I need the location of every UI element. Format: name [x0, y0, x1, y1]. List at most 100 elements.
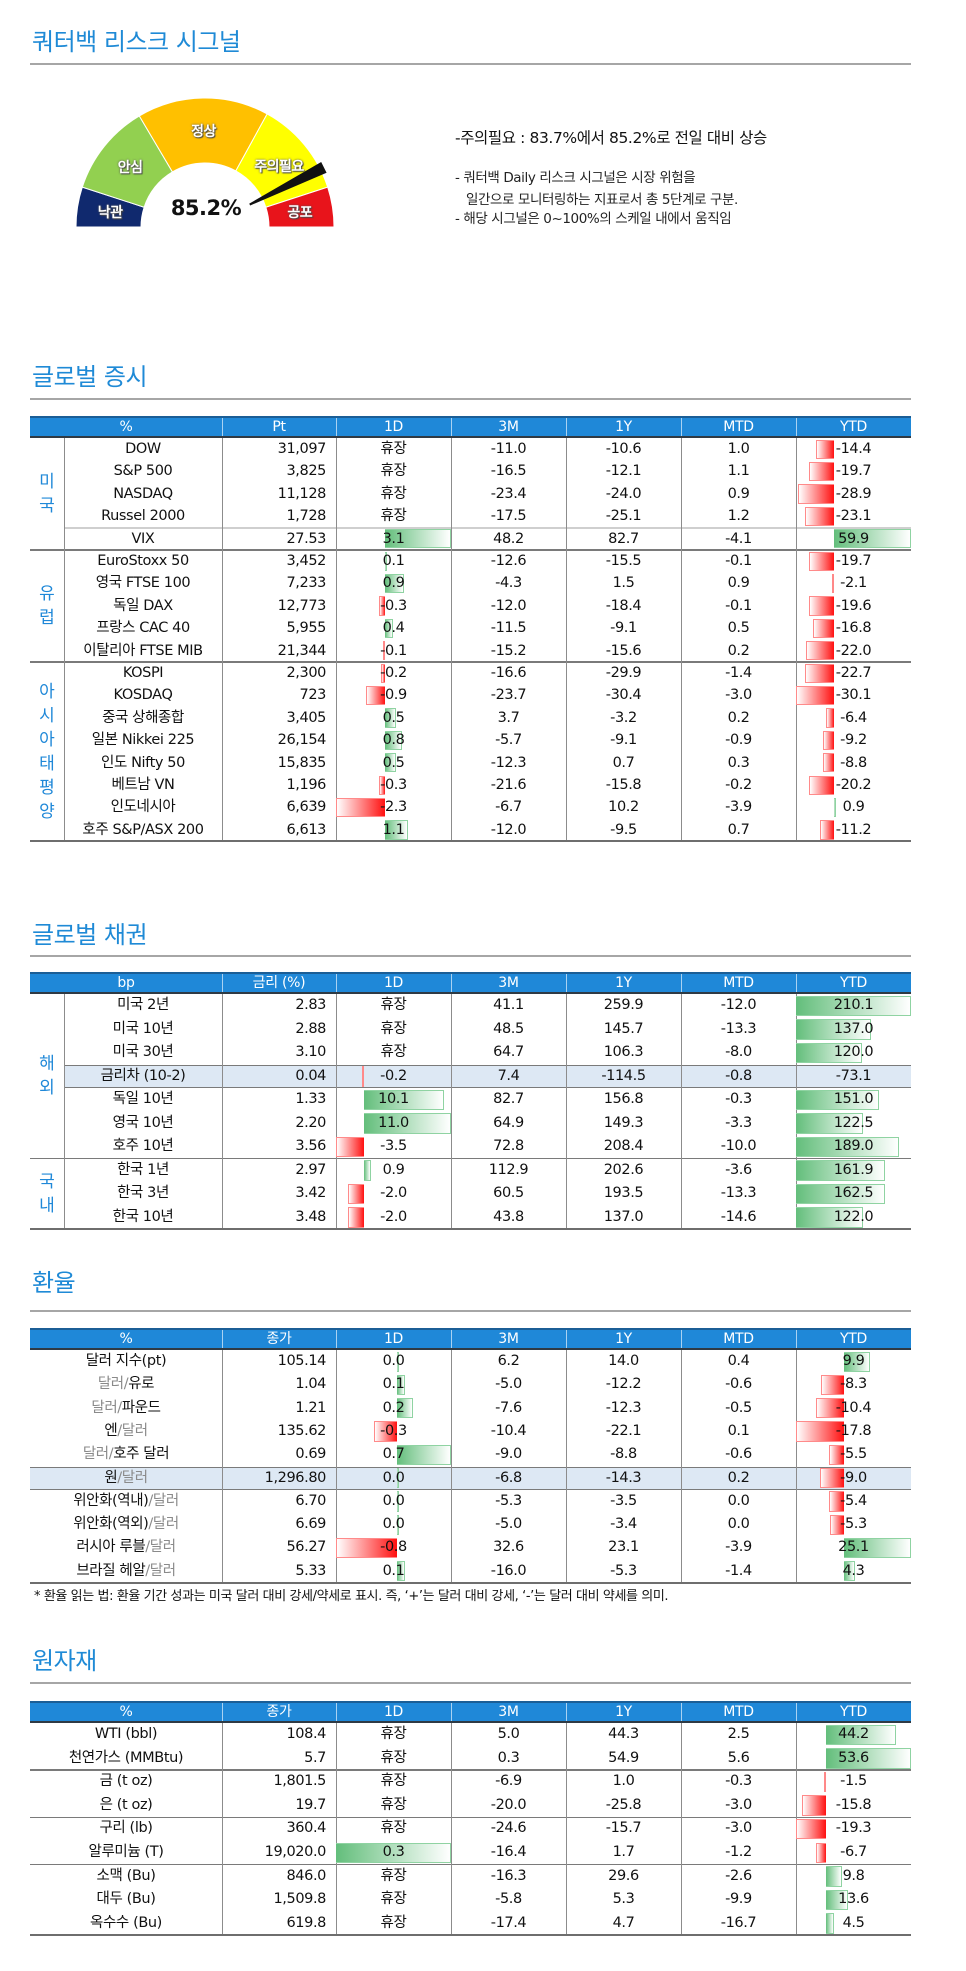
cell-mtd: -3.0 — [725, 1796, 752, 1813]
cell-mtd: -10.0 — [720, 1138, 757, 1154]
row-label: 알루미늄 (T) — [88, 1844, 164, 1860]
row-label: 금리차 (10-2) — [100, 1067, 186, 1084]
cell-1y: -30.4 — [605, 687, 642, 704]
row-label: 달러/호주 달러 — [30, 1443, 222, 1466]
cell-3m: 41.1 — [493, 997, 524, 1013]
header-divider — [451, 974, 452, 992]
cell-ytd: -22.7 — [835, 665, 872, 681]
cell-mtd: 0.0 — [727, 1492, 750, 1509]
commodities-section-title: 원자재 — [32, 1647, 97, 1675]
positive-data-bar — [397, 1398, 413, 1419]
cell-1d: 휴장 — [380, 1020, 407, 1037]
row-label: 엔/달러 — [30, 1420, 222, 1443]
risk-gauge — [75, 97, 335, 228]
table-header: % Pt 1D 3M 1Y MTD YTD — [30, 416, 911, 438]
negative-data-bar — [829, 1514, 844, 1535]
cell-1d: 휴장 — [380, 997, 407, 1013]
cell-mtd: -2.6 — [725, 1867, 752, 1884]
cell-ytd: -23.1 — [835, 508, 872, 525]
row-label-part: /달러 — [148, 1516, 179, 1533]
row-label-part: /달러 — [148, 1492, 179, 1509]
cell-mtd: -0.3 — [725, 1773, 752, 1790]
column-header: 1Y — [615, 975, 632, 991]
signal-note: 일간으로 모니터링하는 지표로서 총 5단계로 구분. — [466, 192, 738, 208]
row-label-part: /달러 — [145, 1539, 176, 1556]
row-label: NASDAQ — [113, 485, 173, 502]
cell-ytd: -15.8 — [835, 1796, 872, 1813]
negative-data-bar — [822, 730, 835, 751]
cell-price: 6.70 — [295, 1492, 326, 1509]
column-divider — [451, 1350, 452, 1583]
cell-1y: 202.6 — [603, 1161, 644, 1178]
header-divider — [566, 1330, 567, 1348]
group-divider — [30, 661, 911, 663]
cell-price: 21,344 — [277, 642, 327, 659]
cell-ytd: -9.0 — [840, 1469, 867, 1486]
group-label: 해외 — [30, 994, 64, 1159]
row-label: 미국 30년 — [112, 1044, 174, 1060]
cell-mtd: -16.7 — [720, 1914, 757, 1931]
cell-mtd: -0.8 — [725, 1067, 752, 1084]
cell-1y: -14.3 — [605, 1469, 642, 1486]
cell-1d: 휴장 — [380, 463, 407, 480]
column-header: YTD — [840, 975, 867, 991]
column-header: 3M — [498, 419, 519, 435]
cell-3m: -6.8 — [495, 1469, 522, 1486]
negative-data-bar — [821, 1374, 844, 1396]
cell-3m: -21.6 — [490, 777, 527, 793]
positive-data-bar — [843, 1351, 871, 1372]
column-divider — [222, 994, 223, 1229]
positive-data-bar — [796, 1160, 885, 1181]
positive-data-bar — [796, 1089, 879, 1110]
cell-ytd: -5.5 — [840, 1446, 867, 1463]
column-divider — [796, 438, 797, 842]
cell-price: 105.14 — [277, 1353, 327, 1369]
cell-price: 723 — [299, 687, 327, 704]
cell-mtd: -3.6 — [725, 1161, 752, 1178]
header-divider — [222, 1330, 223, 1348]
cell-mtd: 1.1 — [727, 463, 750, 480]
cell-1d: 0.1 — [382, 1376, 405, 1393]
positive-data-bar — [796, 1042, 862, 1063]
cell-mtd: -9.9 — [725, 1891, 752, 1908]
cell-3m: -7.6 — [495, 1399, 522, 1416]
cell-1d: 0.3 — [382, 1844, 405, 1860]
cell-1d: 0.2 — [382, 1399, 405, 1416]
column-header: MTD — [723, 975, 754, 991]
row-label: 달러/파운드 — [30, 1397, 222, 1420]
column-divider — [336, 994, 337, 1229]
group-divider — [30, 1816, 911, 1819]
gauge-segment-label: 공포 — [287, 204, 313, 221]
cell-ytd: 9.8 — [842, 1867, 865, 1884]
cell-3m: 64.7 — [493, 1044, 524, 1060]
table-bottom-border — [30, 1582, 911, 1584]
negative-data-bar — [809, 461, 835, 482]
cell-ytd: 122.5 — [833, 1114, 874, 1131]
row-label-part: 브라질 헤알 — [76, 1562, 146, 1579]
cell-price: 1,801.5 — [273, 1773, 326, 1790]
cell-ytd: 4.3 — [842, 1562, 865, 1579]
cell-price: 1.21 — [295, 1399, 326, 1416]
positive-data-bar — [397, 1351, 399, 1372]
row-label-part: 러시아 루블 — [76, 1539, 146, 1556]
signal-note: - 해당 시그널은 0~100%의 스케일 내에서 움직임 — [455, 211, 732, 227]
cell-1d: -0.2 — [380, 665, 407, 681]
cell-price: 5,955 — [286, 620, 326, 637]
cell-1y: 137.0 — [603, 1208, 644, 1225]
header-divider — [222, 974, 223, 992]
cell-price: 2.83 — [295, 997, 326, 1013]
table-header: bp 금리 (%) 1D 3M 1Y MTD YTD — [30, 972, 911, 994]
cell-mtd: 0.9 — [727, 485, 750, 502]
cell-ytd: 9.9 — [842, 1353, 865, 1369]
row-label: 러시아 루블/달러 — [30, 1536, 222, 1559]
cell-1y: 23.1 — [608, 1539, 639, 1556]
cell-mtd: -8.0 — [725, 1044, 752, 1060]
cell-1d: 10.1 — [378, 1091, 409, 1107]
row-label-part: 호주 달러 — [113, 1446, 170, 1463]
cell-1d: 0.8 — [382, 732, 405, 749]
cell-mtd: -3.9 — [725, 799, 752, 816]
cell-1d: 휴장 — [380, 1726, 407, 1742]
cell-1y: -18.4 — [605, 597, 642, 614]
column-header: 1D — [383, 975, 404, 991]
cell-ytd: 210.1 — [833, 997, 874, 1013]
